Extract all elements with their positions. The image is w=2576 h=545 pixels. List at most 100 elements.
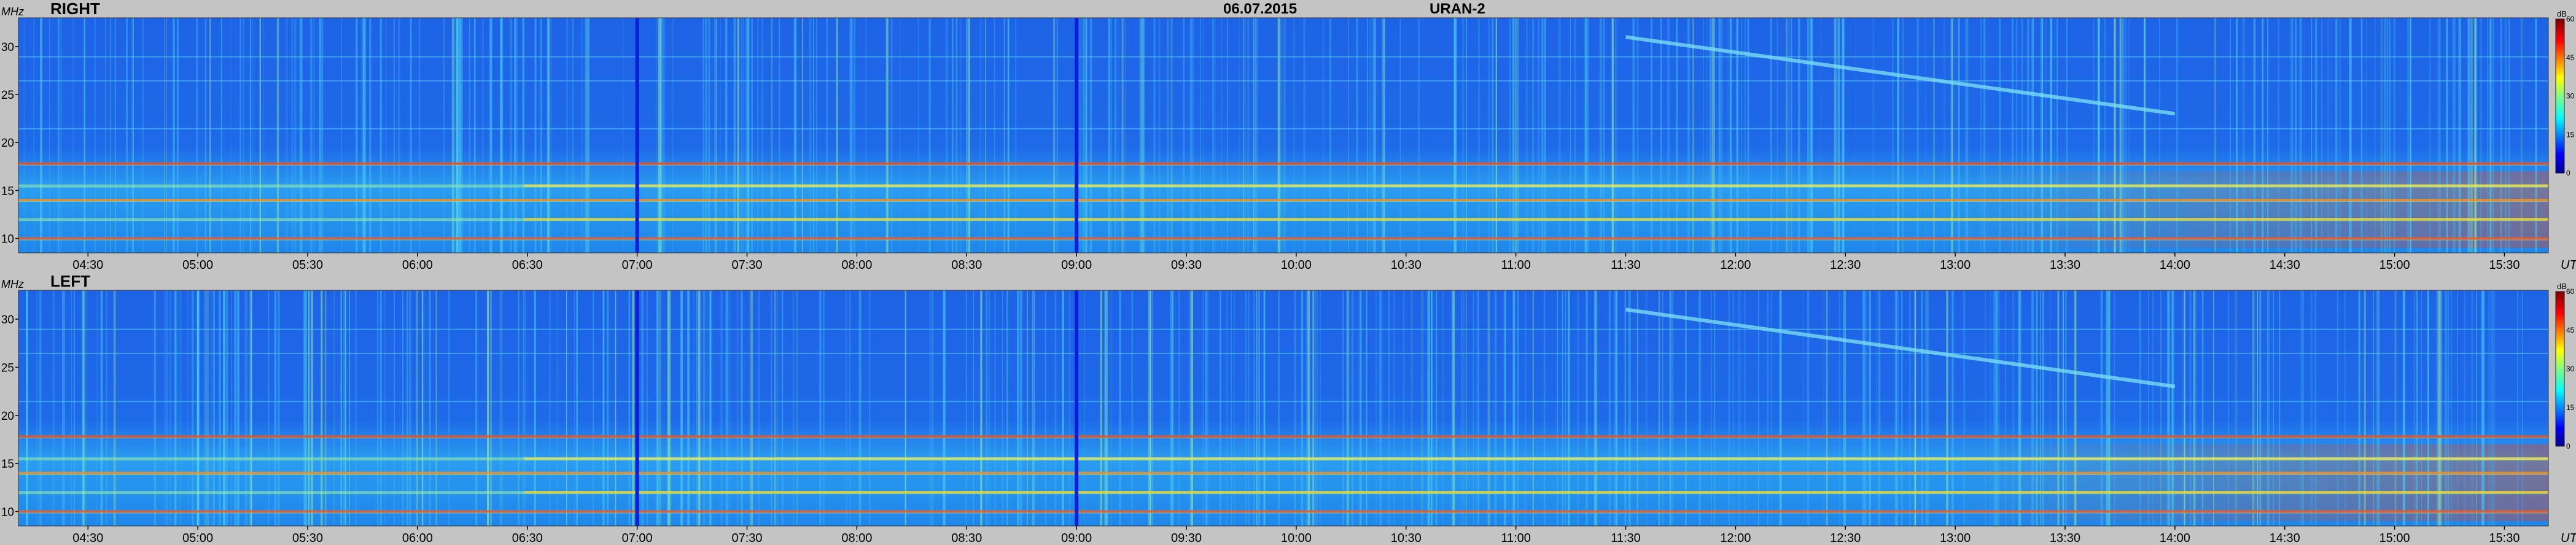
striation — [1807, 290, 1810, 526]
striation — [2453, 18, 2454, 253]
drifting-burst — [1625, 35, 2176, 116]
striation — [758, 290, 760, 526]
striation — [779, 18, 780, 253]
striation — [2349, 18, 2352, 253]
striation — [2027, 18, 2029, 253]
striation — [890, 18, 893, 253]
striation — [1461, 290, 1463, 526]
striation — [1342, 290, 1344, 526]
striation — [869, 290, 871, 526]
striation — [1418, 18, 1420, 253]
striation — [1943, 18, 1945, 253]
striation — [204, 290, 206, 526]
striation — [917, 18, 919, 253]
striation — [1596, 290, 1598, 526]
colorbar-unit: dB — [2557, 9, 2567, 18]
striation — [435, 290, 437, 526]
striation — [2152, 290, 2154, 526]
striation — [192, 290, 194, 526]
frequency-bands — [18, 56, 2548, 241]
colorbar-tick-label: 60 — [2566, 287, 2575, 296]
striation — [663, 18, 666, 253]
striation — [2273, 290, 2274, 526]
striation — [369, 18, 372, 253]
striation — [943, 290, 945, 526]
striation — [1003, 18, 1005, 253]
striation — [2402, 290, 2405, 526]
striation — [198, 290, 200, 526]
striation — [1996, 290, 1998, 526]
striation — [2505, 18, 2507, 253]
striation — [730, 290, 731, 526]
striation — [57, 18, 60, 253]
striation — [1105, 290, 1108, 526]
striation — [1150, 290, 1151, 526]
striation — [1842, 18, 1843, 253]
striation — [1558, 18, 1561, 253]
striation — [2476, 290, 2477, 526]
x-tick-label: 04:30 — [72, 531, 103, 545]
striation — [2213, 290, 2214, 526]
colorbar-tick-label: 30 — [2566, 92, 2575, 101]
striation — [1660, 18, 1662, 253]
striation — [1417, 18, 1419, 253]
striation — [1532, 18, 1535, 253]
striation — [2467, 18, 2470, 253]
striation — [2005, 290, 2006, 526]
striation — [1509, 18, 1511, 253]
striation — [1463, 290, 1465, 526]
striation — [2050, 290, 2051, 526]
striation — [757, 290, 759, 526]
striation — [1284, 18, 1286, 253]
striation — [1747, 18, 1749, 253]
striation — [448, 290, 449, 526]
striation — [1526, 18, 1528, 253]
striation — [1427, 290, 1429, 526]
y-tick-label: 15 — [1, 458, 14, 471]
striation — [1624, 290, 1626, 526]
striation — [1924, 18, 1926, 253]
striation — [809, 18, 812, 253]
striation — [2193, 290, 2196, 526]
x-axis-label: UT — [2561, 258, 2576, 272]
striation — [715, 18, 717, 253]
striation — [2489, 18, 2492, 253]
striation — [226, 290, 228, 526]
striation — [2517, 290, 2518, 526]
striation — [1015, 18, 1017, 253]
striation — [2253, 18, 2255, 253]
striation — [1736, 18, 1738, 253]
striation — [2144, 18, 2146, 253]
striation — [928, 18, 931, 253]
colorbar-tick-label: 30 — [2566, 365, 2575, 373]
striation — [2122, 18, 2125, 253]
striation — [980, 290, 983, 526]
striation — [2057, 290, 2060, 526]
striation — [1902, 18, 1904, 253]
striation — [1189, 290, 1191, 526]
striation — [2171, 290, 2174, 526]
x-tick-label: 05:00 — [182, 258, 213, 272]
striation — [2366, 18, 2367, 253]
striation — [2257, 290, 2259, 526]
striation — [1104, 290, 1107, 526]
striation — [1685, 290, 1687, 526]
striation — [1255, 18, 1256, 253]
striation — [176, 18, 179, 253]
striation — [1019, 290, 1022, 526]
striation — [602, 290, 605, 526]
x-tick-label: 10:30 — [1391, 531, 1422, 545]
striation — [1720, 18, 1723, 253]
striation — [1632, 18, 1635, 253]
striation — [310, 18, 313, 253]
striation — [2339, 18, 2341, 253]
striation — [1248, 290, 1250, 526]
striation — [1810, 18, 1811, 253]
striation — [951, 18, 954, 253]
striation — [2446, 18, 2448, 253]
striation — [1301, 290, 1304, 526]
striation — [952, 18, 954, 253]
striation — [1891, 18, 1894, 253]
panel-title: LEFT — [50, 272, 90, 290]
striation — [2230, 18, 2231, 253]
